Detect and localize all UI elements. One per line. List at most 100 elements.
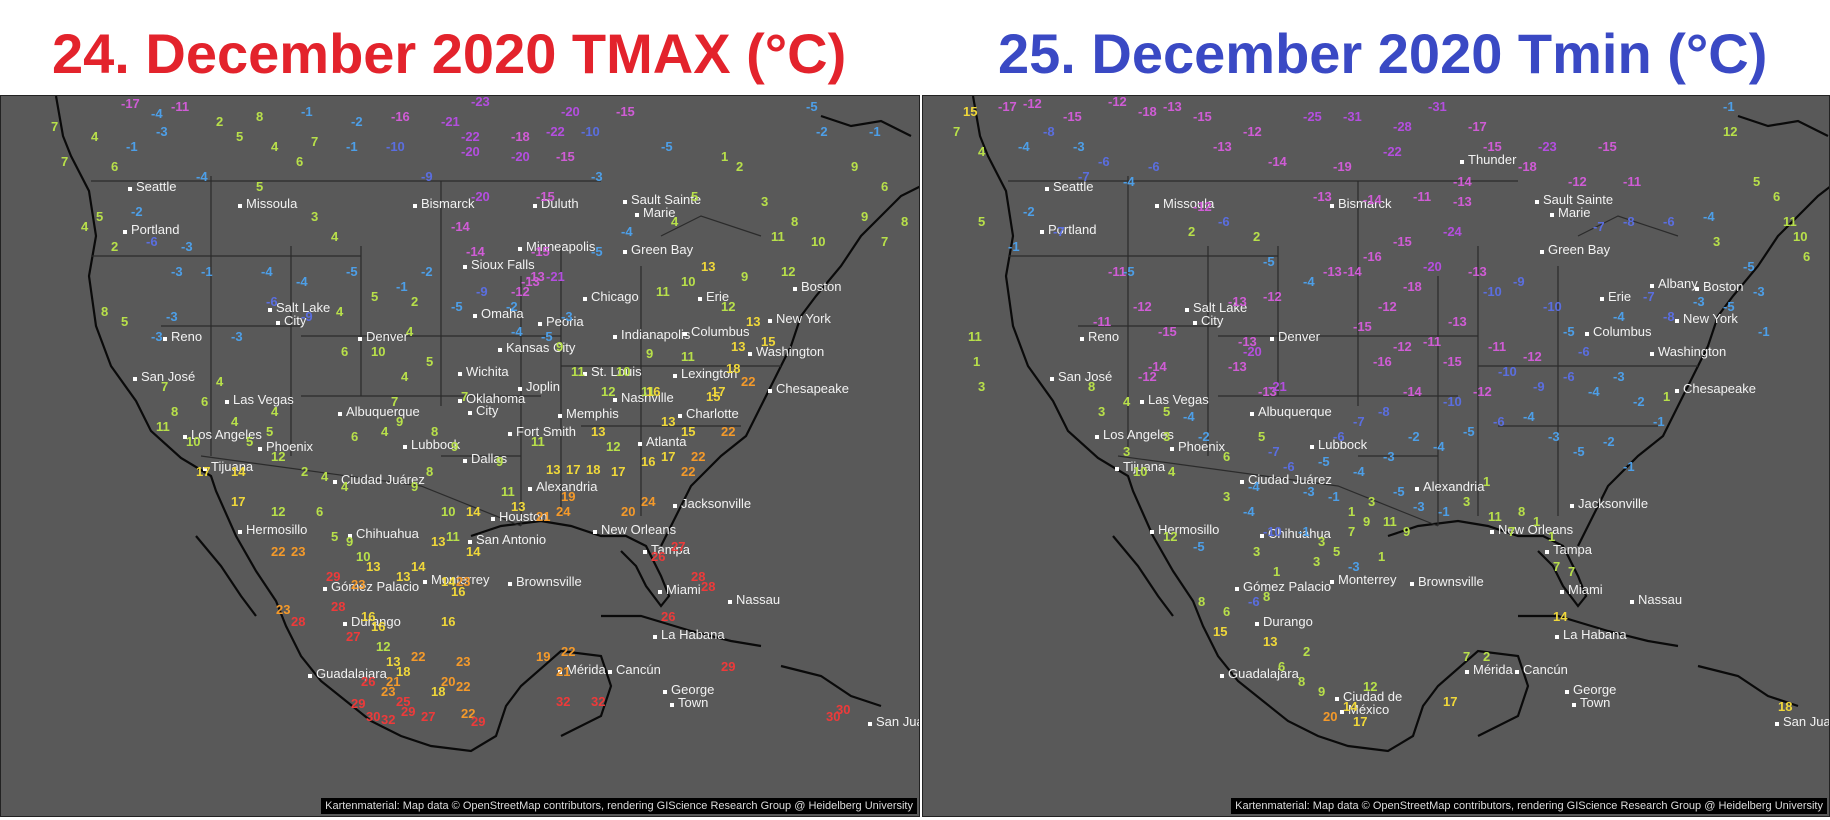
temperature-value: 1 [1378,549,1385,564]
tmin-map-panel[interactable]: Seattle Portland Missoula Bismarck Thunder Sa… [922,95,1830,817]
tmax-map-panel[interactable]: Seattle Portland Missoula Bismarck Duluth Sau… [0,95,920,817]
temperature-value: 30 [836,702,850,717]
city-label: Seattle [1053,179,1093,194]
temperature-value: -12 [1378,299,1397,314]
temperature-value: -11 [1423,334,1441,349]
city-marker [1675,389,1679,393]
temperature-value: -3 [591,169,603,184]
temperature-value: -2 [816,124,828,139]
temperature-value: -2 [1633,394,1645,409]
temperature-value: -15 [1353,319,1372,334]
city-label: Tijuana [1123,459,1166,474]
city-label: Monterrey [431,572,490,587]
city-label: Durango [351,614,401,629]
city-label: Chicago [591,289,639,304]
temperature-value: -24 [1443,224,1463,239]
city-marker [1560,590,1564,594]
temperature-value: -7 [1353,414,1365,429]
temperature-value: -20 [471,189,490,204]
temperature-value: 14 [411,559,426,574]
temperature-value: -5 [1723,299,1735,314]
temperature-value: 9 [1363,514,1370,529]
city-marker [348,534,352,538]
city-marker [1650,352,1654,356]
temperature-value: 2 [111,239,118,254]
city-marker [343,622,347,626]
city-label: Lubbock [411,437,461,452]
temperature-value: 4 [671,214,679,229]
temperature-value: -2 [351,114,363,129]
temperature-value: -12 [1263,289,1282,304]
city-label: Reno [1088,329,1119,344]
temperature-value: 9 [646,346,653,361]
temperature-value: -4 [151,106,163,121]
city-marker [463,459,467,463]
temperature-value: 3 [1098,404,1105,419]
temperature-value: -4 [621,224,633,239]
city-marker [1310,445,1314,449]
city-label: Indianapolis [621,327,691,342]
temperature-value: 8 [426,464,433,479]
temperature-value: 15 [761,334,775,349]
temperature-value: -16 [391,109,410,124]
temperature-value: 12 [271,504,285,519]
temperature-value: 13 [546,462,560,477]
city-marker [1535,200,1539,204]
city-labels: Seattle Portland Missoula Bismarck Thunder Sa… [1040,152,1829,729]
city-marker [468,411,472,415]
city-marker [338,412,342,416]
temperature-value: 6 [296,154,303,169]
temperature-value: -11 [1108,264,1126,279]
temperature-value: 10 [441,504,455,519]
city-label: Ciudad Juárez [341,472,425,487]
temperature-value: -5 [1318,454,1330,469]
temperature-value: -8 [1663,309,1675,324]
city-marker [1240,480,1244,484]
tmax-map-canvas[interactable]: Seattle Portland Missoula Bismarck Duluth Sau… [1,96,920,817]
city-marker [1050,377,1054,381]
temperature-value: 4 [81,219,89,234]
temperature-value: 20 [441,674,455,689]
city-marker [658,590,662,594]
temperature-value: 12 [1723,124,1737,139]
city-label: Salt Lake [276,300,330,315]
city-marker [258,447,262,451]
temperature-value: 8 [1263,589,1270,604]
temperature-value: 25 [396,694,410,709]
city-marker [468,540,472,544]
temperature-value: -14 [1343,264,1363,279]
temperature-value: 5 [1753,174,1760,189]
city-label: Hermosillo [1158,522,1219,537]
temperature-value: -15 [1598,139,1617,154]
city-label: Oklahoma [466,391,526,406]
temperature-value: 13 [396,569,410,584]
city-marker [635,213,639,217]
city-label: Duluth [541,196,579,211]
city-label: Las Vegas [233,392,294,407]
temperature-value: 5 [246,434,253,449]
temperature-value: -20 [1243,344,1262,359]
temperature-value: -15 [1393,234,1412,249]
city-label: Miami [1568,582,1603,597]
temperature-value: 6 [351,429,358,444]
city-marker [1340,710,1344,714]
tmin-map-canvas[interactable]: Seattle Portland Missoula Bismarck Thunder Sa… [923,96,1830,817]
temperature-value: 11 [1783,214,1797,229]
temperature-value: -1 [1723,99,1735,114]
temperature-value: 23 [276,602,290,617]
city-label: George [1573,682,1616,697]
city-label: Portland [131,222,179,237]
temperature-value: -13 [1238,334,1257,349]
city-label: La Habana [1563,627,1627,642]
temperature-value: 32 [381,712,395,727]
temperature-value: 6 [1223,449,1230,464]
city-label: Washington [756,344,824,359]
temperature-value: -1 [1653,414,1665,429]
city-marker [1250,412,1254,416]
temperature-value: 11 [446,529,460,544]
city-marker [276,321,280,325]
city-label: Salt Lake [1193,300,1247,315]
temperature-value: 10 [811,234,825,249]
temperature-value: 10 [1793,229,1807,244]
city-label: Denver [1278,329,1321,344]
